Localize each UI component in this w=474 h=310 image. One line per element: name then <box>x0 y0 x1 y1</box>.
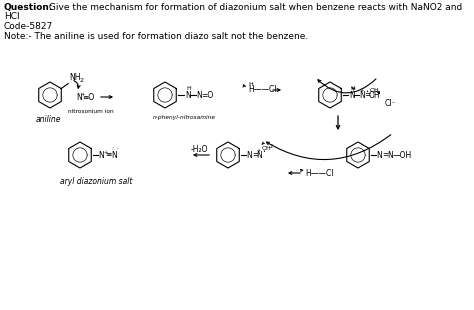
Text: Question:: Question: <box>4 3 54 12</box>
Text: Give the mechanism for formation of diazonium salt when benzene reacts with NaNO: Give the mechanism for formation of diaz… <box>46 3 462 12</box>
Text: N: N <box>196 91 202 100</box>
Text: N: N <box>185 91 191 100</box>
Text: •: • <box>262 149 265 154</box>
Text: H——Cl: H——Cl <box>305 169 334 178</box>
Text: H: H <box>350 86 355 91</box>
Text: H: H <box>186 86 191 91</box>
Text: OH: OH <box>369 91 381 100</box>
Text: :: : <box>111 147 113 152</box>
Text: N: N <box>349 91 355 100</box>
Text: •: • <box>365 88 368 94</box>
Text: n-phenyl-nitrosamine: n-phenyl-nitrosamine <box>153 115 216 120</box>
Text: -H₂O: -H₂O <box>190 144 208 153</box>
Text: +: + <box>103 149 107 154</box>
Text: ≡: ≡ <box>105 150 111 160</box>
Text: ȮH: ȮH <box>370 87 380 92</box>
Text: Code-5827: Code-5827 <box>4 22 53 31</box>
Text: H——Cl: H——Cl <box>248 86 276 95</box>
Text: N: N <box>111 150 117 160</box>
Text: ·: · <box>116 147 118 152</box>
Text: aniline: aniline <box>36 115 62 124</box>
Text: N: N <box>98 150 104 160</box>
Text: OH: OH <box>262 145 272 150</box>
Text: =O: =O <box>201 91 213 100</box>
Text: N: N <box>256 150 262 160</box>
Text: =: = <box>382 150 388 160</box>
Text: 2: 2 <box>79 78 83 83</box>
Text: NH: NH <box>69 73 81 82</box>
Text: ≡O: ≡O <box>82 92 94 101</box>
Text: N: N <box>387 150 393 160</box>
Text: —OH: —OH <box>393 150 412 160</box>
Text: +: + <box>256 148 260 153</box>
Text: +: + <box>359 87 363 92</box>
Text: =: = <box>364 91 370 100</box>
Text: aryl diazonium salt: aryl diazonium salt <box>60 177 132 186</box>
Text: =: = <box>252 150 258 160</box>
Text: nitrosonium ion: nitrosonium ion <box>68 109 114 114</box>
Text: Cl⁻: Cl⁻ <box>385 99 396 108</box>
Text: +: + <box>80 91 84 96</box>
Text: HCl: HCl <box>4 12 19 21</box>
Text: H: H <box>248 82 253 87</box>
Text: 2: 2 <box>270 144 273 148</box>
Text: N: N <box>376 150 382 160</box>
Text: N: N <box>359 91 365 100</box>
Text: N: N <box>76 92 82 101</box>
Text: N: N <box>246 150 252 160</box>
Text: Note:- The aniline is used for formation diazo salt not the benzene.: Note:- The aniline is used for formation… <box>4 32 308 41</box>
